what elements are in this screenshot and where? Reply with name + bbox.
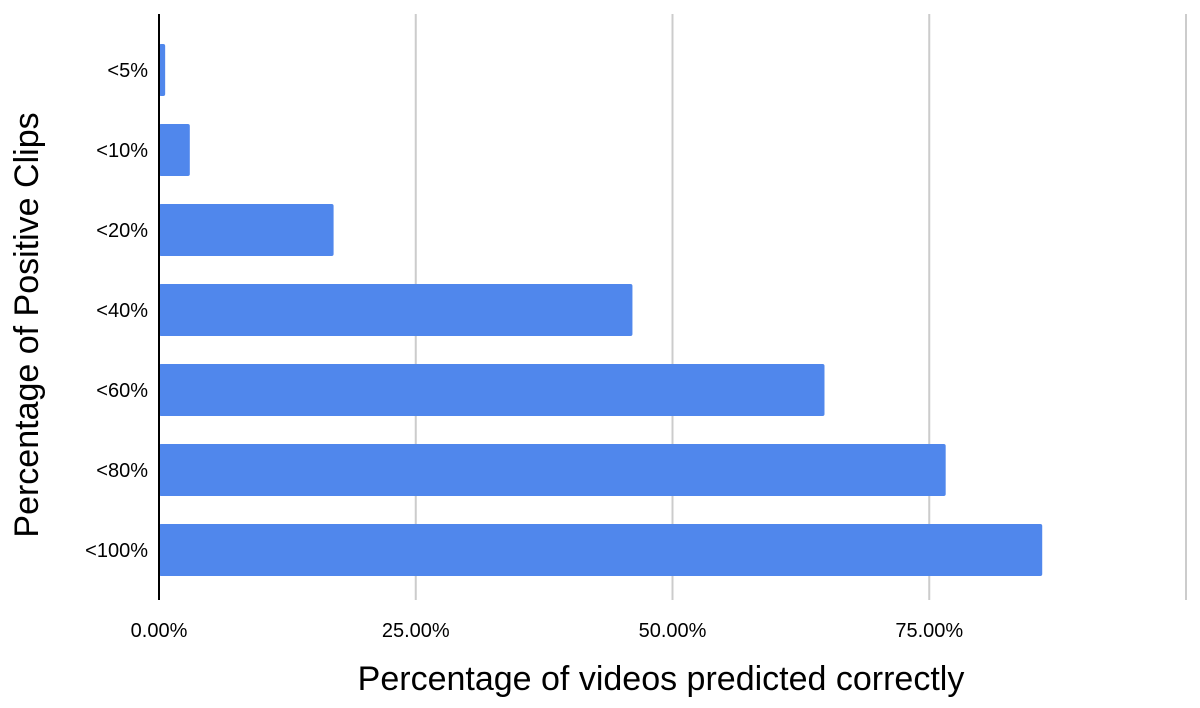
y-tick-label: <5% [107, 60, 148, 82]
y-tick-label: <60% [96, 380, 148, 402]
y-tick-label: <20% [96, 220, 148, 242]
y-tick-label: <40% [96, 300, 148, 322]
y-tick-label: <100% [85, 540, 148, 562]
y-tick-label: <10% [96, 140, 148, 162]
bar [159, 124, 190, 176]
y-tick-label: <80% [96, 460, 148, 482]
y-tick-labels: <5% <10% <20% <40% <60% <80% <100% [85, 60, 148, 562]
x-tick-labels: 0.00% 25.00% 50.00% 75.00% [131, 620, 964, 642]
bars [159, 44, 1043, 576]
x-tick-label: 0.00% [131, 620, 188, 642]
bar [159, 524, 1043, 576]
bar [159, 204, 334, 256]
bar [159, 44, 166, 96]
y-axis-title: Percentage of Positive Clips [8, 112, 46, 537]
x-tick-label: 75.00% [895, 620, 963, 642]
x-axis-title: Percentage of videos predicted correctly [358, 660, 965, 698]
bar [159, 284, 633, 336]
bar [159, 364, 825, 416]
x-tick-label: 50.00% [639, 620, 707, 642]
x-tick-label: 25.00% [382, 620, 450, 642]
bar [159, 444, 946, 496]
